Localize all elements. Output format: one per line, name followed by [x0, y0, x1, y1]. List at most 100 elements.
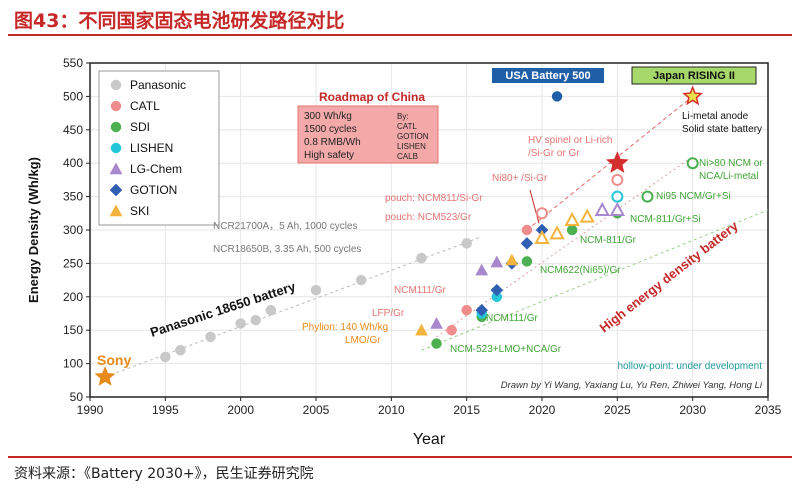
data-point-catl — [536, 207, 548, 220]
data-point-catl — [446, 324, 457, 336]
data-point-sdi — [431, 338, 442, 349]
data-point-panasonic — [461, 238, 472, 249]
usa-battery-label: USA Battery 500 — [505, 70, 590, 82]
x-tick-label: 2030 — [679, 403, 706, 417]
ni80-ncm-label: Ni>80 NCM or — [699, 158, 763, 169]
data-point-ski — [505, 253, 519, 266]
y-tick-label: 450 — [63, 123, 83, 137]
roadmap-spec: 300 Wh/kg — [304, 111, 352, 122]
data-point-sdi — [641, 190, 654, 203]
trend-line-green — [421, 209, 769, 351]
target-star-2025 — [605, 151, 629, 173]
data-point-panasonic — [250, 314, 261, 326]
data-point-panasonic — [160, 351, 171, 363]
source-note: 资料来源：《Battery 2030+》，民生证券研究院 — [14, 466, 314, 482]
legend-label: Panasonic — [130, 78, 186, 92]
legend-marker — [109, 162, 123, 175]
data-point-gotion — [490, 283, 504, 297]
roadmap-spec: High safety — [304, 150, 354, 161]
ncm811-gr-label: NCM-811/Gr — [580, 235, 637, 246]
data-point-ski — [579, 208, 595, 223]
legend-marker — [110, 79, 122, 91]
ncm111-gr-pink-label: NCM111/Gr — [394, 285, 447, 296]
data-point-panasonic — [416, 252, 427, 264]
roadmap-spec: 0.8 RMB/Wh — [304, 137, 361, 148]
y-tick-label: 550 — [63, 56, 83, 70]
data-point-lg-chem — [430, 316, 443, 329]
y-tick-label: 400 — [63, 156, 83, 170]
y-tick-label: 500 — [63, 89, 83, 103]
legend-label: CATL — [130, 99, 160, 113]
data-point-ski — [415, 323, 428, 336]
x-tick-label: 1990 — [77, 403, 104, 417]
li-metal-anode-label: Li-metal anode — [682, 111, 749, 122]
data-point-catl — [521, 224, 533, 236]
x-tick-label: 2005 — [303, 403, 330, 417]
y-tick-label: 300 — [63, 223, 83, 237]
hv-spinel-label-2: /Si-Gr or Gr — [528, 148, 580, 159]
ni95-label: Ni95 NCM/Gr+Si — [656, 191, 731, 202]
legend-marker — [109, 204, 123, 217]
ncm622-label: NCM622(Ni65)/Gr — [540, 265, 621, 276]
title-rule — [8, 34, 792, 36]
roadmap-company: By: — [397, 112, 409, 121]
x-tick-label: 2035 — [755, 403, 782, 417]
data-point-lg-chem — [490, 255, 504, 268]
legend-marker — [110, 142, 122, 154]
japan-rising-label: Japan RISING II — [653, 70, 735, 82]
data-point-panasonic — [551, 91, 563, 102]
data-point-catl — [461, 304, 472, 316]
figure-title: 图43：不同国家固态电池研发路径对比 — [14, 10, 345, 32]
lmo-gr-label: LMO/Gr — [345, 335, 381, 346]
data-point-panasonic — [205, 331, 216, 343]
y-tick-label: 150 — [63, 323, 83, 337]
ncm111-gr-label: NCM111/Gr — [486, 313, 539, 324]
ni80-si-gr-label: Ni80+ /Si-Gr — [492, 173, 548, 184]
data-point-lg-chem — [475, 263, 489, 276]
data-point-gotion — [475, 303, 489, 317]
y-axis-label: Energy Density (Wh/kg) — [26, 157, 41, 303]
source-rule — [8, 456, 792, 458]
legend-label: SDI — [130, 120, 150, 134]
target-star-2030 — [682, 85, 704, 106]
pouch-ncm523-label: pouch: NCM523/Gr — [385, 212, 472, 223]
x-tick-label: 2015 — [453, 403, 480, 417]
y-tick-label: 100 — [63, 357, 83, 371]
data-point-gotion — [520, 237, 534, 250]
x-tick-label: 1995 — [152, 403, 179, 417]
y-tick-label: 250 — [63, 256, 83, 270]
solid-state-label: Solid state battery — [682, 124, 762, 135]
data-point-lg-chem — [609, 201, 626, 216]
data-point-ski — [564, 211, 580, 226]
sony-label: Sony — [97, 352, 131, 368]
y-tick-label: 350 — [63, 190, 83, 204]
legend-marker — [110, 121, 122, 133]
legend-label: LG-Chem — [130, 162, 182, 176]
data-point-panasonic — [310, 284, 322, 296]
sony-star — [94, 366, 116, 386]
legend-label: GOTION — [130, 183, 177, 197]
trend-line-pink — [436, 156, 693, 338]
pouch-ncm811-label: pouch: NCM811/Si-Gr — [385, 193, 483, 204]
usa-battery-box — [492, 68, 604, 83]
data-point-sdi — [521, 256, 533, 267]
data-point-catl — [611, 173, 624, 186]
data-point-sdi — [566, 224, 578, 236]
roadmap-company: CALB — [397, 152, 418, 161]
data-point-ski — [549, 225, 565, 240]
japan-rising-box — [631, 66, 757, 85]
y-tick-label: 50 — [70, 390, 84, 404]
roadmap-company: CATL — [397, 122, 417, 131]
ncr18650-label: NCR18650B, 3.35 Ah, 500 cycles — [213, 244, 361, 255]
ncr21700-label: NCR21700A，5 Ah, 1000 cycles — [213, 221, 358, 232]
legend-marker — [109, 183, 123, 197]
roadmap-company: LISHEN — [397, 142, 426, 151]
legend-label: LISHEN — [130, 141, 173, 155]
nca-li-metal-label: NCA/Li-metal — [699, 171, 758, 182]
legend-marker — [110, 100, 122, 112]
drawn-by-credit: Drawn by Yi Wang, Yaxiang Lu, Yu Ren, Zh… — [501, 380, 763, 391]
data-point-lishen — [611, 190, 624, 203]
energy-density-chart: 1990 1995 2000 2005 2010 2015 2020 2025 2030 2035… — [26, 56, 782, 448]
roadmap-pointer — [529, 189, 540, 224]
data-point-panasonic — [175, 344, 186, 356]
